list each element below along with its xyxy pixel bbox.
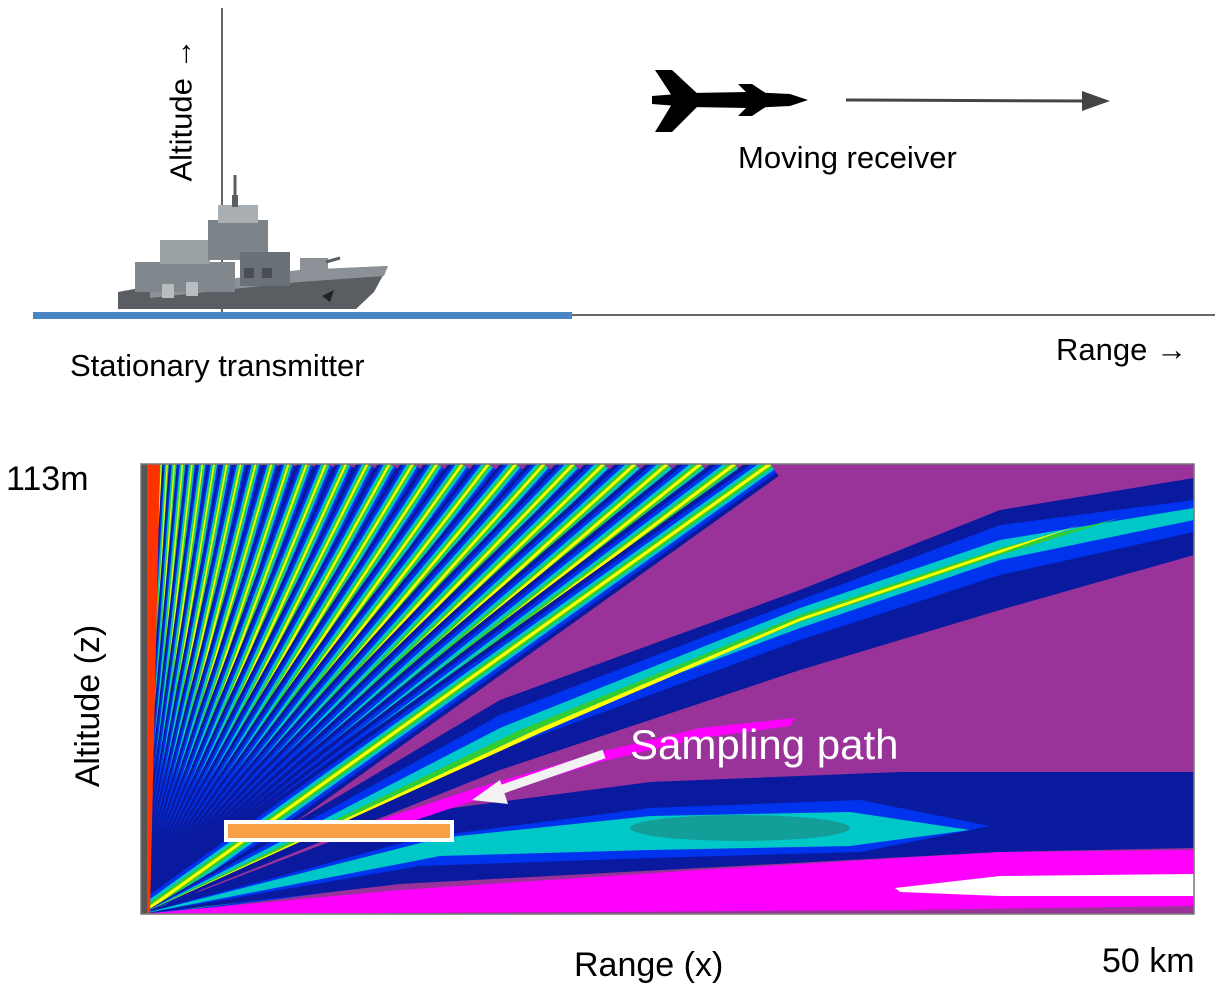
max-range-label: 50 km [1102, 942, 1195, 980]
sampling-path-label: Sampling path [630, 721, 899, 768]
max-altitude-label: 113m [6, 460, 89, 498]
aircraft-icon [652, 70, 808, 132]
sea-surface [33, 312, 572, 319]
sampling-bar [224, 820, 454, 842]
receiver-label: Moving receiver [738, 140, 957, 175]
sampling-path-arrow [472, 749, 606, 804]
plot-frame [140, 463, 1195, 915]
range-axis-label: Range → [1056, 332, 1187, 367]
transmitter-label: Stationary transmitter [70, 348, 365, 383]
plot-ylabel: Altitude (z) [69, 624, 107, 788]
warship-icon [118, 175, 388, 309]
lobes [141, 464, 1194, 914]
plot-xlabel: Range (x) [574, 946, 724, 984]
schematic [33, 8, 1215, 319]
receiver-direction-arrow [845, 91, 1110, 111]
fan-rays [141, 464, 779, 914]
